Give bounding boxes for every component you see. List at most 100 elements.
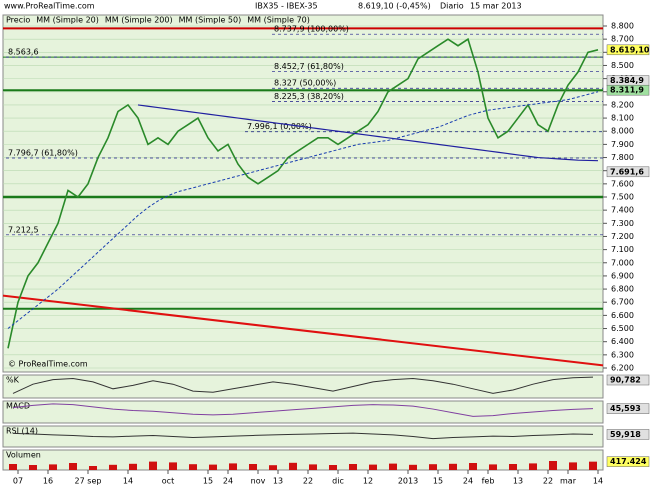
y-tick-label: 6.300: [611, 350, 634, 359]
y-tick-label: 7.100: [611, 245, 634, 254]
x-tick-label: 07: [13, 477, 23, 486]
x-tick-label: 22: [303, 477, 313, 486]
symbol: IBX35 - IBEX-35: [255, 2, 318, 11]
y-tick-label: 6.500: [611, 324, 634, 333]
volume-bar: [289, 462, 297, 470]
panel-area: [2, 425, 604, 448]
volume-bar: [409, 464, 417, 470]
y-tick-label: 7.800: [611, 153, 634, 162]
y-tick-label: 8.000: [611, 127, 634, 136]
volume-bar: [209, 464, 217, 470]
panel-area: [2, 374, 604, 399]
trend-line: [2, 294, 604, 367]
volume-bar: [89, 466, 97, 470]
y-tick-label: 8.700: [611, 35, 634, 44]
y-tick-label: 7.400: [611, 206, 634, 215]
panel-value: 45,593: [610, 404, 641, 413]
y-tick-label: 7.500: [611, 193, 634, 202]
y-tick-label: 6.900: [611, 271, 634, 280]
y-tick-label: 6.200: [611, 364, 634, 373]
annotation-label: 7.212,5: [8, 225, 39, 234]
annotation-label: 8.327 (50,00%): [274, 79, 336, 88]
x-tick-label: 13: [273, 477, 283, 486]
x-tick-label: mar: [560, 477, 577, 486]
x-tick-label: 14: [593, 477, 603, 486]
annotation-label: 7.996,1 (0,00%): [247, 122, 312, 131]
y-tick-label: 8.100: [611, 114, 634, 123]
annotation-label: 8.563,6: [8, 48, 39, 57]
panel-name: %K: [6, 376, 20, 385]
y-tick-label: 8.500: [611, 61, 634, 70]
panel-value-box: [606, 429, 650, 440]
volume-bar: [269, 465, 277, 470]
series-line: [137, 104, 599, 162]
indicator-line: [12, 403, 594, 417]
indicator-line: [12, 376, 594, 394]
y-tick-label: 7.600: [611, 179, 634, 188]
volume-bar: [389, 463, 397, 470]
volume-bar: [169, 462, 177, 470]
last-price: 8.619,10 (-0,45%): [358, 2, 431, 11]
x-tick-label: 15: [203, 477, 213, 486]
site-label: www.ProRealTime.com: [4, 2, 95, 11]
x-tick-label: 15: [433, 477, 443, 486]
y-tick-label: 6.800: [611, 285, 634, 294]
y-tick-label: 6.400: [611, 337, 634, 346]
price-label: 8.311,9: [610, 86, 644, 95]
y-tick-label: 7.200: [611, 232, 634, 241]
annotation-label: 8.225,3 (38,20%): [274, 92, 344, 101]
period: Diario: [440, 2, 464, 11]
x-tick-label: dic: [332, 477, 344, 486]
legend-entry: Precio: [6, 16, 30, 25]
y-tick-label: 7.900: [611, 140, 634, 149]
volume-bar: [249, 464, 257, 470]
volume-bar: [509, 464, 517, 470]
volume-bar: [49, 464, 57, 470]
volume-bar: [109, 464, 117, 470]
annotation-label: 8.737,9 (100,00%): [274, 25, 349, 34]
x-tick-label: 2013: [398, 477, 418, 486]
panel-name: Volumen: [6, 451, 41, 460]
x-tick-label: 27 sep: [75, 477, 102, 486]
panel-name: RSI (14): [6, 427, 38, 436]
volume-bar: [429, 464, 437, 470]
x-tick-label: 24: [223, 477, 233, 486]
y-tick-label: 7.000: [611, 258, 634, 267]
volume-bar: [489, 464, 497, 470]
indicator-line: [12, 432, 594, 440]
volume-bar: [149, 461, 157, 470]
x-tick-label: 13: [513, 477, 523, 486]
legend-entry: MM (Simple 50): [179, 16, 242, 25]
legend-entry: MM (Simple 20): [36, 16, 99, 25]
plot-area: [2, 14, 604, 373]
y-tick-label: 8.800: [611, 22, 634, 31]
x-tick-label: 14: [123, 477, 133, 486]
price-label-box: [606, 44, 650, 56]
legend-entry: MM (Simple 200): [105, 16, 173, 25]
x-tick-label: 24: [463, 477, 473, 486]
volume-bar: [469, 463, 477, 470]
price-label: 8.619,10: [610, 45, 650, 54]
annotation-label: 8.452,7 (61,80%): [274, 62, 344, 71]
y-tick-label: 8.200: [611, 100, 634, 109]
price-label-box: [606, 166, 650, 178]
volume-bar: [329, 465, 337, 470]
annotation-label: 7.796,7 (61,80%): [8, 148, 78, 157]
volume-bar: [569, 462, 577, 470]
series-line: [7, 91, 599, 329]
volume-bar: [229, 463, 237, 470]
watermark: © ProRealTime.com: [8, 360, 88, 369]
legend-entry: MM (Simple 70): [247, 16, 310, 25]
panel-value-box: [606, 374, 650, 386]
panel-value: 59,918: [610, 430, 641, 439]
price-label: 7.691,6: [610, 167, 644, 176]
date: 15 mar 2013: [470, 2, 522, 11]
panel-value: 90,782: [610, 376, 641, 385]
series-line: [7, 37, 599, 349]
volume-bar: [349, 464, 357, 470]
volume-bar: [589, 461, 597, 470]
panel-area: [2, 400, 604, 424]
y-tick-label: 6.600: [611, 311, 634, 320]
